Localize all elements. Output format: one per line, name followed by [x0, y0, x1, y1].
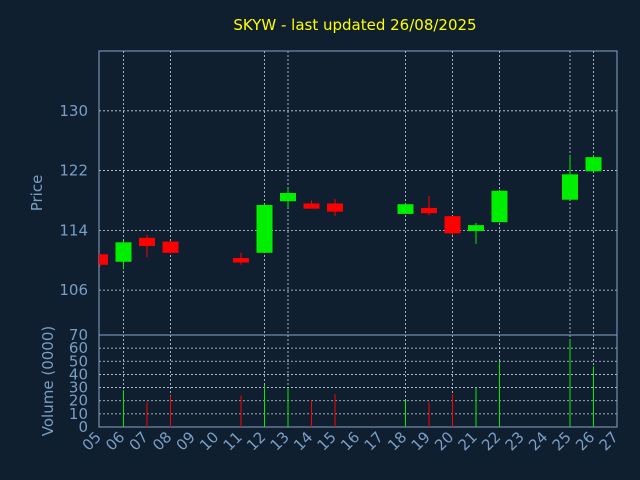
x-tick-label: 18 [384, 428, 410, 454]
volume-tick-label: 60 [69, 339, 88, 357]
x-tick-label: 07 [126, 428, 152, 454]
x-tick-label: 27 [596, 428, 622, 454]
candle-body [562, 174, 578, 200]
candle-body [421, 207, 437, 214]
candle-body [303, 203, 320, 209]
x-axis-label: Day [333, 458, 363, 476]
candle-body [327, 203, 343, 212]
chart-title: SKYW - last updated 26/08/2025 [233, 16, 476, 34]
candle-25 [562, 155, 578, 200]
candle-body [233, 258, 249, 263]
candles [99, 155, 602, 270]
candle-26 [585, 155, 602, 172]
price-grid [99, 110, 617, 291]
candle-12 [256, 204, 273, 253]
candle-body [468, 225, 484, 232]
x-tick-label: 09 [173, 428, 199, 454]
x-tick-label: 16 [337, 428, 363, 454]
candle-body [397, 204, 414, 214]
candle-19 [421, 195, 437, 216]
x-tick-label: 23 [502, 428, 528, 454]
x-tick-label: 25 [549, 428, 575, 454]
candle-14 [303, 200, 320, 209]
candle-body [99, 254, 108, 265]
x-tick-label: 10 [196, 428, 222, 454]
candle-body [444, 216, 461, 234]
volume-tick-label: 50 [69, 352, 88, 370]
x-tick-label: 13 [267, 428, 293, 454]
x-tick-label: 19 [408, 428, 434, 454]
candle-body [115, 242, 132, 262]
candle-08 [162, 240, 179, 254]
x-tick-label: 17 [361, 428, 387, 454]
candle-body [256, 204, 273, 253]
price-tick-label: 122 [59, 162, 88, 180]
candle-13 [280, 189, 296, 208]
price-tick-label: 130 [59, 102, 88, 120]
volume-tick-label: 20 [69, 392, 88, 410]
candle-body [491, 190, 508, 223]
x-tick-label: 06 [102, 428, 128, 454]
volume-tick-label: 0 [78, 418, 88, 436]
candle-18 [397, 203, 414, 214]
price-panel-frame [98, 50, 618, 336]
price-tick-label: 114 [59, 221, 88, 239]
volume-tick-label: 40 [69, 365, 88, 383]
x-tick-label: 22 [478, 428, 504, 454]
price-tick-label: 106 [59, 281, 88, 299]
vertical-grid [123, 51, 594, 427]
candle-06 [115, 240, 132, 270]
candle-20 [444, 216, 461, 235]
x-tick-label: 12 [243, 428, 269, 454]
volume-tick-label: 30 [69, 379, 88, 397]
x-tick-label: 11 [220, 428, 246, 454]
volume-tick-label: 10 [69, 405, 88, 423]
candle-07 [139, 234, 155, 258]
volume-bars [123, 338, 594, 427]
x-tick-labels: 0506070809101112131415161718192021222324… [79, 428, 622, 454]
x-tick-label: 24 [525, 428, 551, 454]
x-tick-label: 20 [431, 428, 457, 454]
volume-axis-label: Volume (0000) [39, 326, 57, 436]
candle-21 [468, 222, 484, 244]
candle-body [162, 241, 179, 253]
x-tick-label: 26 [572, 428, 598, 454]
candle-22 [491, 190, 508, 223]
candle-body [139, 237, 155, 247]
candle-body [280, 193, 296, 202]
candle-body [585, 157, 602, 172]
x-tick-label: 15 [314, 428, 340, 454]
x-tick-label: 14 [290, 428, 316, 454]
x-tick-label: 21 [455, 428, 481, 454]
volume-grid [99, 347, 617, 415]
candle-15 [327, 198, 343, 217]
candle-11 [233, 252, 249, 265]
price-tick-labels: 106 114 122 130 [59, 102, 88, 299]
volume-panel-frame [98, 334, 618, 428]
candle-05 [99, 254, 108, 267]
x-tick-label: 08 [149, 428, 175, 454]
volume-tick-label: 70 [69, 326, 88, 344]
y-axis-label: Price [28, 175, 46, 212]
